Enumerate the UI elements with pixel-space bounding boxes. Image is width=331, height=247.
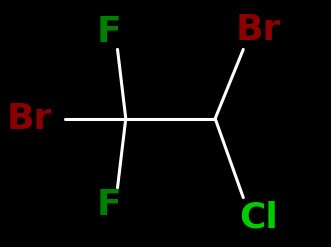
Text: F: F: [97, 188, 121, 222]
Text: Cl: Cl: [239, 200, 278, 234]
Text: Br: Br: [235, 13, 281, 47]
Text: F: F: [97, 15, 121, 49]
Text: Br: Br: [7, 102, 53, 136]
